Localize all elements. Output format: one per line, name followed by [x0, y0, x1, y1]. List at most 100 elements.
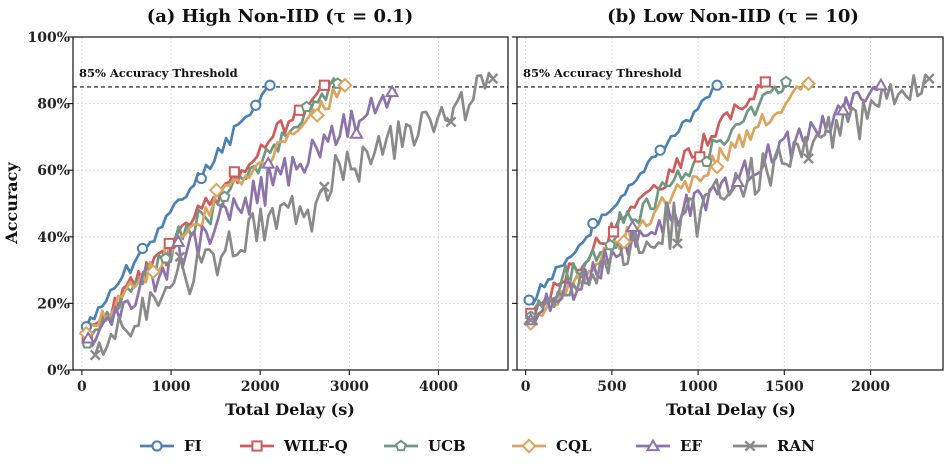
series-marker-cql	[337, 77, 353, 93]
series-line-ef	[86, 88, 397, 348]
series-line-ran	[93, 71, 495, 357]
legend-marker-ran	[744, 440, 756, 452]
series-line-cql	[85, 83, 347, 335]
panel-b-threshold-label: 85% Accuracy Threshold	[523, 66, 682, 80]
series-marker-ran	[671, 238, 683, 249]
panel-b-series-lines	[527, 73, 931, 325]
panel-a-title: (a) High Non-IID (τ = 0.1)	[147, 6, 414, 27]
x-tick-label: 0	[77, 379, 87, 395]
series-marker-ran	[803, 153, 814, 164]
series-marker-cql	[616, 234, 632, 250]
x-tick-label: 1000	[152, 379, 191, 395]
legend-label-ran: RAN	[777, 437, 815, 455]
legend-item-fi: FI	[140, 437, 202, 455]
series-line-fi	[85, 83, 272, 329]
x-tick-label: 2000	[851, 379, 890, 395]
series-marker-fi	[264, 79, 276, 91]
series-line-wilf-q	[529, 80, 767, 316]
panel-a-high-non-iid: (a) High Non-IID (τ = 0.1) 85% Accuracy …	[2, 6, 509, 419]
series-marker-ef	[873, 77, 889, 91]
panel-b-x-ticks: 0 500 1000 1500 2000	[521, 370, 890, 395]
series-marker-ucb	[159, 252, 172, 264]
series-marker-ran	[318, 181, 330, 193]
series-marker-wilf-q	[694, 151, 706, 163]
series-line-ran	[529, 73, 931, 322]
series-marker-ef	[349, 126, 364, 139]
series-marker-ef	[260, 156, 276, 169]
legend-label-fi: FI	[184, 437, 202, 455]
series-line-fi	[527, 83, 719, 306]
series-marker-wilf-q	[228, 166, 240, 178]
panel-a-y-ticks: 0% 20% 40% 60% 80% 100%	[27, 30, 73, 379]
legend-marker-fi	[151, 440, 163, 452]
x-tick-label: 1000	[679, 379, 718, 395]
series-marker-ran	[445, 116, 457, 128]
series-marker-ran	[525, 314, 537, 326]
panel-b-low-non-iid: (b) Low Non-IID (τ = 10) 85% Accuracy Th…	[512, 6, 944, 419]
series-line-ucb	[85, 77, 340, 345]
series-marker-wilf-q	[318, 79, 330, 91]
series-marker-fi	[587, 217, 599, 230]
panel-a-x-axis-label: Total Delay (s)	[225, 400, 355, 419]
panel-b-title: (b) Low Non-IID (τ = 10)	[607, 6, 859, 27]
panel-b-y-ticks	[512, 36, 517, 371]
panel-b-axes-frame	[516, 36, 944, 371]
y-tick-label: 100%	[27, 30, 70, 46]
series-marker-ef	[384, 84, 400, 98]
series-marker-ucb	[780, 75, 793, 87]
x-tick-label: 3000	[330, 379, 369, 395]
x-tick-label: 4000	[419, 379, 458, 395]
series-marker-ef	[170, 234, 186, 247]
legend-item-cql: CQL	[512, 437, 592, 455]
series-marker-ucb	[700, 155, 713, 167]
y-tick-label: 60%	[37, 163, 70, 179]
panel-a-x-ticks: 0 1000 2000 3000 4000	[77, 370, 458, 395]
series-marker-cql	[208, 182, 225, 198]
panel-a-axes-frame	[72, 36, 509, 371]
x-tick-label: 2000	[241, 379, 280, 395]
panel-b-x-axis-label: Total Delay (s)	[666, 400, 796, 419]
series-marker-ran	[89, 349, 101, 361]
series-marker-cql	[800, 75, 817, 92]
legend-label-wilf-q: WILF-Q	[283, 437, 348, 455]
legend-item-ef: EF	[636, 437, 702, 455]
x-tick-label: 1500	[765, 379, 804, 395]
series-marker-ran	[923, 73, 935, 85]
panel-a-threshold-label: 85% Accuracy Threshold	[79, 66, 238, 80]
series-marker-fi	[250, 99, 262, 111]
x-tick-label: 500	[597, 379, 626, 395]
legend-marker-ucb	[395, 439, 407, 452]
panel-a-series-lines	[85, 71, 495, 357]
legend-label-ucb: UCB	[428, 437, 466, 455]
series-marker-ef	[730, 174, 746, 187]
series-marker-fi	[654, 144, 666, 156]
series-marker-fi	[195, 172, 207, 185]
legend-marker-ef	[645, 438, 661, 452]
series-marker-wilf-q	[607, 226, 620, 238]
series-marker-ef	[80, 330, 96, 344]
series-line-ucb	[529, 80, 788, 320]
series-marker-ef	[625, 219, 640, 232]
legend-marker-cql	[521, 438, 537, 454]
y-axis-label: Accuracy	[2, 162, 21, 245]
series-line-ef	[529, 83, 883, 325]
y-tick-label: 40%	[37, 230, 70, 246]
series-marker-ucb	[300, 100, 313, 112]
series-marker-cql	[145, 264, 161, 280]
panel-b-series-markers	[523, 73, 935, 332]
legend-item-ucb: UCB	[384, 437, 466, 455]
y-tick-label: 80%	[37, 97, 70, 113]
series-marker-fi	[523, 294, 535, 306]
legend-item-ran: RAN	[733, 437, 815, 455]
series-marker-fi	[711, 79, 723, 91]
legend-label-ef: EF	[680, 437, 702, 455]
series-marker-ran	[487, 73, 499, 85]
series-marker-ef	[835, 102, 851, 116]
panel-a-series-markers	[78, 73, 499, 361]
y-tick-label: 20%	[37, 296, 70, 312]
legend-label-cql: CQL	[556, 437, 592, 455]
series-marker-fi	[136, 242, 149, 255]
series-marker-ucb	[604, 238, 617, 251]
legend-marker-wilf-q	[251, 440, 263, 452]
